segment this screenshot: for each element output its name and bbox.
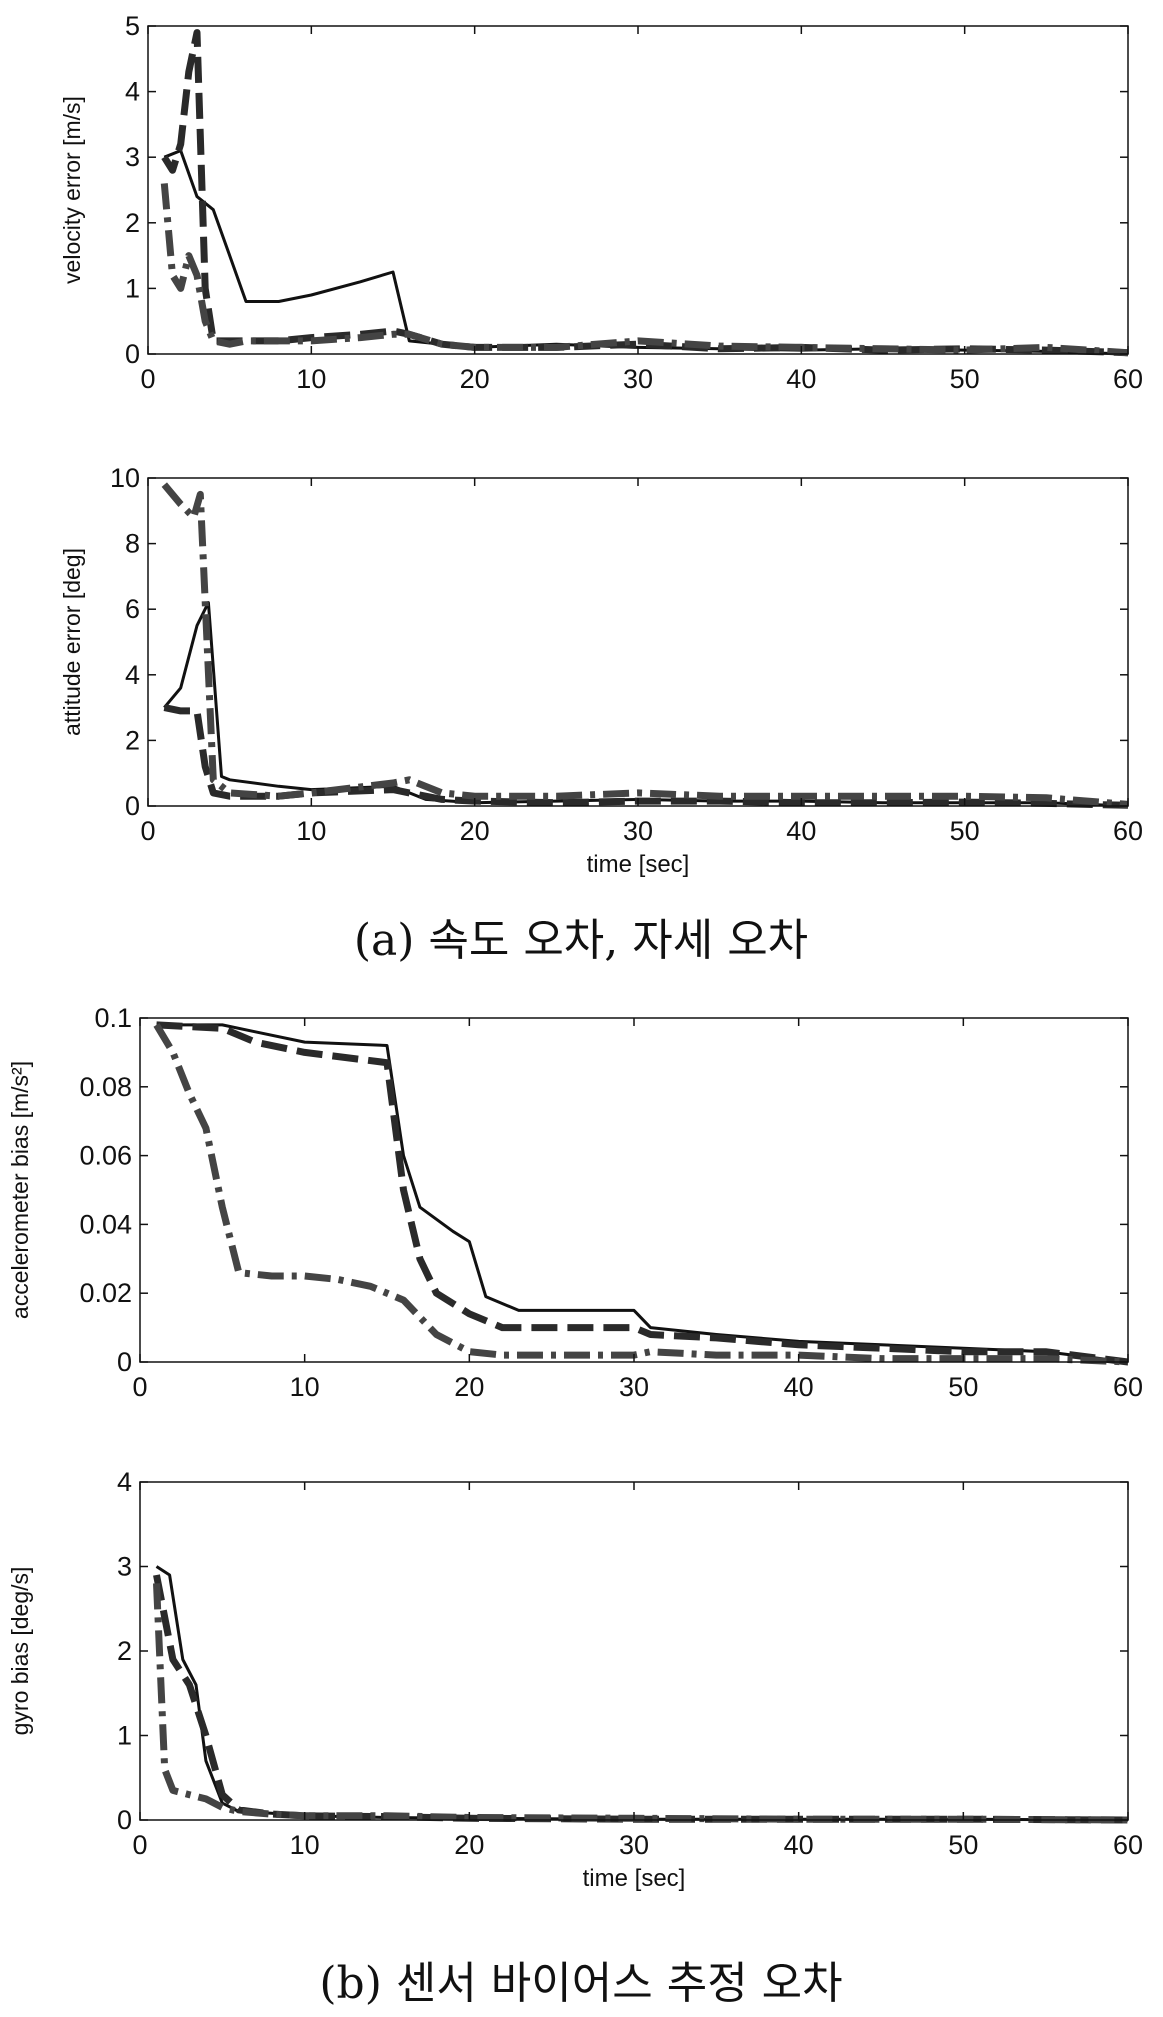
x-tick-label: 60 bbox=[1113, 364, 1143, 394]
x-tick-label: 0 bbox=[140, 364, 155, 394]
y-tick-label: 4 bbox=[117, 1467, 132, 1497]
x-tick-label: 0 bbox=[132, 1830, 147, 1860]
y-tick-label: 2 bbox=[125, 208, 140, 238]
y-tick-label: 5 bbox=[125, 11, 140, 41]
y-tick-label: 8 bbox=[125, 529, 140, 559]
y-tick-label: 0 bbox=[117, 1805, 132, 1835]
x-axis-label: time [sec] bbox=[583, 1865, 686, 1892]
x-tick-label: 30 bbox=[623, 816, 653, 846]
y-tick-label: 0.08 bbox=[79, 1072, 132, 1102]
x-tick-label: 30 bbox=[623, 364, 653, 394]
series-line-solid bbox=[155, 1565, 1129, 1822]
x-tick-label: 10 bbox=[296, 816, 326, 846]
y-tick-label: 2 bbox=[117, 1636, 132, 1666]
x-tick-label: 10 bbox=[290, 1372, 320, 1402]
series-line-dashed bbox=[161, 29, 1129, 357]
x-tick-label: 30 bbox=[619, 1372, 649, 1402]
x-tick-label: 30 bbox=[619, 1830, 649, 1860]
axes-frame bbox=[147, 477, 1129, 807]
y-tick-label: 0.04 bbox=[79, 1209, 132, 1239]
y-tick-label: 4 bbox=[125, 660, 140, 690]
series-line-dashed bbox=[156, 1021, 1129, 1366]
y-tick-label: 0.02 bbox=[79, 1278, 132, 1308]
series-line-dashed bbox=[163, 704, 1129, 809]
x-tick-label: 0 bbox=[132, 1372, 147, 1402]
y-tick-label: 0 bbox=[125, 791, 140, 821]
y-tick-label: 1 bbox=[117, 1721, 132, 1751]
x-tick-label: 60 bbox=[1113, 1830, 1143, 1860]
attitude-error-panel: 0 10 20 30 40 50 60 0 2 4 6 8 10 attitude error [deg]… bbox=[59, 463, 1143, 878]
y-tick-label: 6 bbox=[125, 594, 140, 624]
x-tick-label: 20 bbox=[460, 364, 490, 394]
y-tick-label: 0.1 bbox=[94, 1003, 132, 1033]
x-tick-label: 40 bbox=[784, 1372, 814, 1402]
velocity-error-panel: 0 10 20 30 40 50 60 0 1 2 3 4 5 velocity error [m/s] bbox=[59, 11, 1143, 394]
x-tick-label: 50 bbox=[950, 364, 980, 394]
y-tick-label: 2 bbox=[125, 725, 140, 755]
x-tick-label: 50 bbox=[950, 816, 980, 846]
y-tick-label: 10 bbox=[110, 463, 140, 493]
y-axis-label: attitude error [deg] bbox=[59, 548, 85, 736]
series-line-dashdot bbox=[153, 1583, 1129, 1824]
x-tick-label: 60 bbox=[1113, 1372, 1143, 1402]
y-tick-label: 0 bbox=[117, 1347, 132, 1377]
x-tick-label: 50 bbox=[948, 1372, 978, 1402]
gyro-bias-panel: 0 10 20 30 40 50 60 0 1 2 3 4 gyro bias [deg/s] time … bbox=[7, 1467, 1143, 1892]
x-tick-label: 40 bbox=[784, 1830, 814, 1860]
y-tick-label: 3 bbox=[117, 1552, 132, 1582]
caption-a: (a) 속도 오차, 자세 오차 bbox=[354, 915, 808, 966]
series-line-solid bbox=[163, 149, 1129, 356]
x-tick-label: 40 bbox=[786, 816, 816, 846]
y-tick-label: 0.06 bbox=[79, 1141, 132, 1171]
x-tick-label: 10 bbox=[296, 364, 326, 394]
axes-frame bbox=[147, 25, 1129, 355]
accelerometer-bias-panel: 0 10 20 30 40 50 60 0 0.02 0.04 0.06 0.08 0.1 acceler… bbox=[7, 1003, 1143, 1402]
x-tick-label: 40 bbox=[786, 364, 816, 394]
x-axis-label: time [sec] bbox=[587, 851, 690, 878]
x-tick-label: 10 bbox=[290, 1830, 320, 1860]
axes-frame bbox=[139, 1481, 1129, 1821]
y-tick-label: 3 bbox=[125, 142, 140, 172]
caption-b: (b) 센서 바이어스 추정 오차 bbox=[319, 1958, 842, 2009]
series-line-solid bbox=[163, 601, 1129, 808]
x-tick-label: 60 bbox=[1113, 816, 1143, 846]
x-tick-label: 0 bbox=[140, 816, 155, 846]
x-tick-label: 20 bbox=[454, 1830, 484, 1860]
y-tick-label: 1 bbox=[125, 273, 140, 303]
y-axis-label: accelerometer bias [m/s²] bbox=[7, 1061, 33, 1319]
series-line-dashdot bbox=[153, 1023, 1129, 1366]
series-line-dashdot bbox=[160, 183, 1129, 357]
series-line-dashed bbox=[153, 1574, 1129, 1824]
x-tick-label: 20 bbox=[460, 816, 490, 846]
x-tick-label: 50 bbox=[948, 1830, 978, 1860]
y-axis-label: gyro bias [deg/s] bbox=[7, 1567, 33, 1736]
y-tick-label: 0 bbox=[125, 339, 140, 369]
y-tick-label: 4 bbox=[125, 77, 140, 107]
series-line-solid bbox=[156, 1023, 1129, 1364]
x-tick-label: 20 bbox=[454, 1372, 484, 1402]
series-line-dashdot bbox=[161, 482, 1129, 808]
y-axis-label: velocity error [m/s] bbox=[59, 96, 85, 284]
